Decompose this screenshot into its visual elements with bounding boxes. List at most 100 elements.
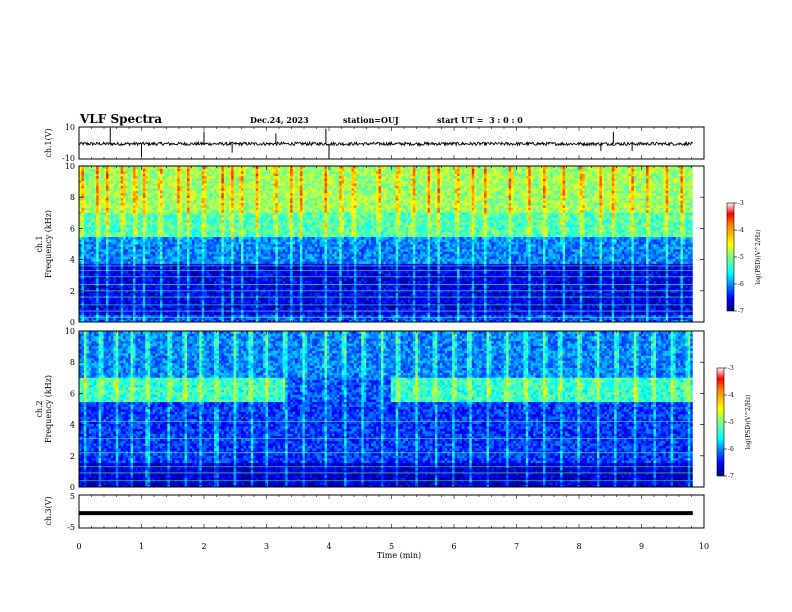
spectrogram-cell bbox=[209, 207, 212, 210]
spectrogram-cell bbox=[180, 190, 183, 193]
spectrogram-cell bbox=[89, 271, 92, 274]
spectrogram-cell bbox=[204, 259, 207, 262]
spectrogram-cell bbox=[81, 183, 84, 186]
spectrogram-cell bbox=[91, 195, 94, 198]
spectrogram-cell bbox=[106, 249, 109, 252]
spectrogram-cell bbox=[236, 261, 239, 264]
spectrogram-cell bbox=[126, 266, 129, 269]
spectrogram-cell bbox=[207, 259, 210, 262]
spectrogram-cell bbox=[118, 222, 121, 225]
spectrogram-cell bbox=[258, 285, 261, 288]
spectrogram-cell bbox=[246, 220, 249, 223]
spectrogram-cell bbox=[229, 259, 232, 262]
spectrogram-cell bbox=[128, 217, 131, 220]
spectrogram-cell bbox=[224, 178, 227, 181]
spectrogram-cell bbox=[221, 181, 224, 184]
spectrogram-cell bbox=[104, 227, 107, 230]
spectrogram-cell bbox=[150, 242, 153, 245]
spectrogram-cell bbox=[101, 249, 104, 252]
spectrogram-cell bbox=[192, 195, 195, 198]
spectrogram-cell bbox=[234, 217, 237, 220]
spectrogram-cell bbox=[121, 222, 124, 225]
spectrogram-cell bbox=[204, 168, 207, 171]
spectrogram-cell bbox=[143, 205, 146, 208]
spectrogram-cell bbox=[224, 198, 227, 201]
spectrogram-cell bbox=[148, 229, 151, 232]
spectrogram-cell bbox=[94, 227, 97, 230]
spectrogram-cell bbox=[239, 237, 242, 240]
spectrogram-cell bbox=[180, 178, 183, 181]
spectrogram-cell bbox=[256, 195, 259, 198]
spectrogram-cell bbox=[263, 259, 266, 262]
spectrogram-cell bbox=[81, 215, 84, 218]
spectrogram-cell bbox=[229, 256, 232, 259]
spectrogram-cell bbox=[202, 293, 205, 296]
spectrogram-cell bbox=[234, 266, 237, 269]
spectrogram-cell bbox=[263, 312, 266, 315]
spectrogram-cell bbox=[123, 295, 126, 298]
spectrogram-cell bbox=[96, 288, 99, 291]
spectrogram-cell bbox=[187, 293, 190, 296]
spectrogram-cell bbox=[138, 295, 141, 298]
spectrogram-cell bbox=[118, 307, 121, 310]
spectrogram-cell bbox=[229, 246, 232, 249]
spectrogram-cell bbox=[91, 217, 94, 220]
spectrogram-cell bbox=[180, 295, 183, 298]
spectrogram-cell bbox=[155, 195, 158, 198]
spectrogram-cell bbox=[148, 244, 151, 247]
spectrogram-cell bbox=[123, 190, 126, 193]
spectrogram-cell bbox=[94, 215, 97, 218]
spectrogram-cell bbox=[229, 220, 232, 223]
spectrogram-cell bbox=[111, 222, 114, 225]
spectrogram-cell bbox=[158, 178, 161, 181]
spectrogram-cell bbox=[96, 227, 99, 230]
spectrogram-cell bbox=[189, 205, 192, 208]
spectrogram-cell bbox=[251, 207, 254, 210]
spectrogram-cell bbox=[253, 183, 256, 186]
spectrogram-cell bbox=[89, 181, 92, 184]
spectrogram-cell bbox=[253, 298, 256, 301]
spectrogram-cell bbox=[226, 288, 229, 291]
spectrogram-cell bbox=[182, 305, 185, 308]
spectrogram-cell bbox=[123, 222, 126, 225]
spectrogram-cell bbox=[106, 298, 109, 301]
spectrogram-cell bbox=[145, 293, 148, 296]
spectrogram-cell bbox=[131, 249, 134, 252]
spectrogram-cell bbox=[104, 220, 107, 223]
spectrogram-cell bbox=[113, 281, 116, 284]
spectrogram-cell bbox=[221, 220, 224, 223]
spectrogram-cell bbox=[108, 183, 111, 186]
spectrogram-cell bbox=[253, 200, 256, 203]
spectrogram-cell bbox=[234, 234, 237, 237]
spectrogram-cell bbox=[101, 285, 104, 288]
spectrogram-cell bbox=[251, 198, 254, 201]
spectrogram-cell bbox=[209, 217, 212, 220]
spectrogram-cell bbox=[104, 190, 107, 193]
spectrogram-cell bbox=[101, 259, 104, 262]
spectrogram-cell bbox=[194, 271, 197, 274]
spectrogram-cell bbox=[91, 176, 94, 179]
spectrogram-cell bbox=[219, 234, 222, 237]
spectrogram-cell bbox=[131, 225, 134, 228]
spectrogram-cell bbox=[185, 215, 188, 218]
spectrogram-cell bbox=[221, 266, 224, 269]
spectrogram-cell bbox=[128, 210, 131, 213]
spectrogram-cell bbox=[84, 278, 87, 281]
spectrogram-cell bbox=[153, 217, 156, 220]
spectrogram-cell bbox=[246, 259, 249, 262]
spectrogram-cell bbox=[89, 173, 92, 176]
spectrogram-cell bbox=[251, 227, 254, 230]
spectrogram-cell bbox=[140, 261, 143, 264]
spectrogram-cell bbox=[261, 183, 264, 186]
spectrogram-cell bbox=[94, 200, 97, 203]
spectrogram-cell bbox=[165, 300, 168, 303]
spectrogram-cell bbox=[185, 261, 188, 264]
spectrogram-cell bbox=[86, 254, 89, 257]
spectrogram-cell bbox=[162, 246, 165, 249]
spectrogram-cell bbox=[261, 254, 264, 257]
spectrogram-cell bbox=[135, 229, 138, 232]
spectrogram-cell bbox=[216, 261, 219, 264]
spectrogram-cell bbox=[153, 300, 156, 303]
spectrogram-cell bbox=[234, 188, 237, 191]
spectrogram-cell bbox=[84, 215, 87, 218]
